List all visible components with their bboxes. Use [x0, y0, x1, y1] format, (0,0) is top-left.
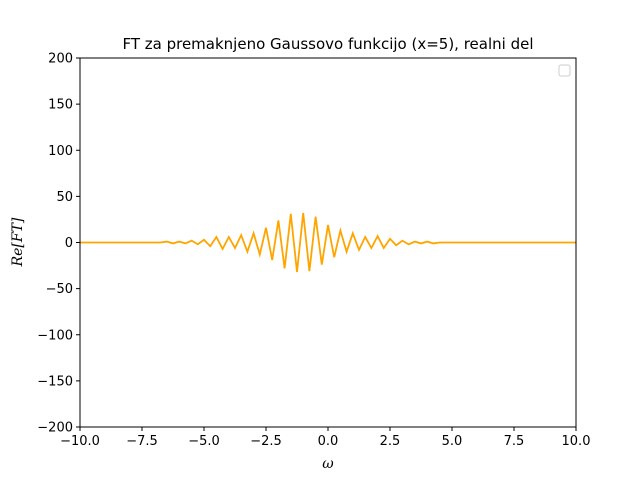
x-tick-label: −2.5 — [250, 434, 282, 449]
x-tick-label: 0.0 — [318, 434, 339, 449]
y-tick-label: 50 — [56, 190, 73, 205]
y-tick-label: −150 — [37, 374, 73, 389]
chart-title: FT za premaknjeno Gaussovo funkcijo (x=5… — [122, 35, 533, 53]
x-axis-label: ω — [322, 456, 334, 472]
y-tick-label: 0 — [65, 236, 73, 251]
y-tick-label: 100 — [48, 144, 73, 159]
y-tick-label: 150 — [48, 98, 73, 113]
plot-frame — [79, 57, 577, 428]
x-tick-label: −10.0 — [60, 434, 100, 449]
x-tick-label: 2.5 — [380, 434, 401, 449]
y-tick-label: −100 — [37, 328, 73, 343]
legend-box — [558, 64, 571, 77]
y-tick-label: −50 — [46, 282, 73, 297]
y-axis-label: Re[FT] — [10, 217, 26, 267]
x-tick-label: −7.5 — [126, 434, 158, 449]
series-line — [80, 212, 576, 273]
x-tick-label: 5.0 — [442, 434, 463, 449]
x-tick-label: 7.5 — [504, 434, 525, 449]
x-tick-label: 10.0 — [562, 434, 591, 449]
y-tick-label: −200 — [37, 421, 73, 436]
x-tick-label: −5.0 — [188, 434, 220, 449]
y-tick-label: 200 — [48, 52, 73, 67]
